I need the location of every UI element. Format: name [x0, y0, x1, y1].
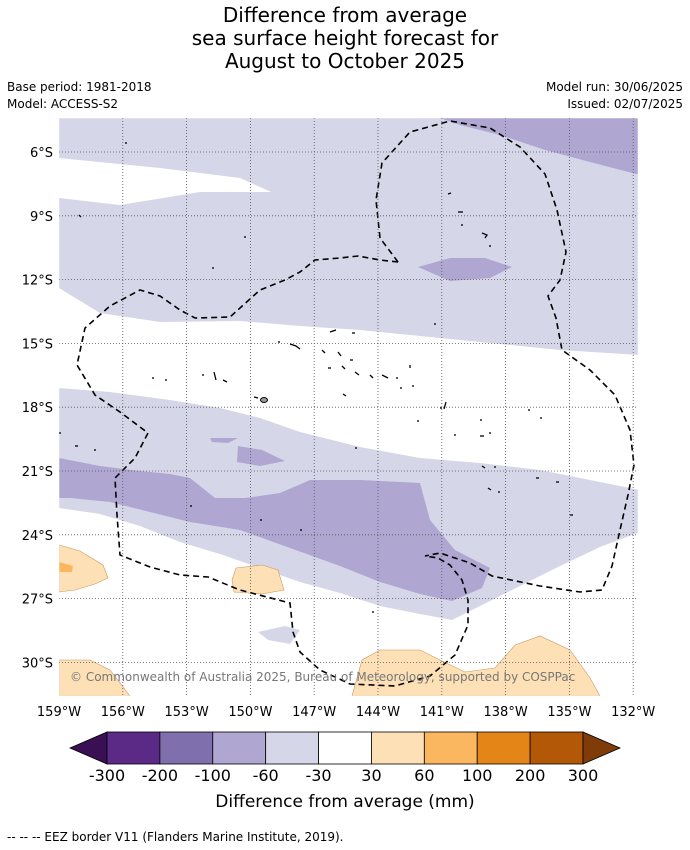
longitude-label: 141°W — [420, 705, 464, 720]
colorbar-tick-label: 30 — [361, 766, 382, 785]
info-right: Model run: 30/06/2025 Issued: 02/07/2025 — [546, 79, 683, 113]
latitude-label: 21°S — [22, 465, 53, 480]
latitude-label: 24°S — [22, 529, 53, 544]
longitude-label: 144°W — [356, 705, 400, 720]
colorbar-tick-label: 60 — [414, 766, 435, 785]
colorbar-title: Difference from average (mm) — [215, 792, 475, 812]
colorbar-segment — [212, 731, 267, 765]
colorbar-extend-low — [68, 731, 108, 765]
colorbar-segment — [423, 731, 478, 765]
anomaly-band-south-dark — [59, 458, 490, 601]
title-line-1: Difference from average — [222, 3, 468, 27]
chart-title: Difference from average sea surface heig… — [0, 4, 690, 73]
colorbar-tick-label: 100 — [461, 766, 493, 785]
longitude-label: 132°W — [611, 705, 655, 720]
colorbar-tick-label: 200 — [514, 766, 546, 785]
eez-border-north — [375, 120, 635, 593]
latitude-labels: 6°S 9°S 12°S 15°S 18°S 21°S 24°S 27°S 30°S — [22, 146, 53, 671]
island-larger — [260, 397, 268, 403]
colorbar-segment — [529, 731, 584, 765]
colorbar-segment — [476, 731, 531, 765]
latitude-label: 15°S — [22, 337, 53, 352]
longitude-label: 138°W — [484, 705, 528, 720]
colorbar-tick-label: -200 — [141, 766, 179, 785]
colorbar-segment — [318, 731, 372, 765]
positive-patch-center — [231, 564, 285, 595]
colorbar-segment — [106, 731, 161, 765]
longitude-label: 153°W — [165, 705, 209, 720]
map-frame — [58, 117, 639, 697]
issued-date: Issued: 02/07/2025 — [567, 97, 683, 111]
longitude-label: 156°W — [101, 705, 145, 720]
eez-border-central — [76, 255, 469, 687]
colorbar-tick-label: -30 — [305, 766, 332, 785]
longitude-label: 150°W — [228, 705, 272, 720]
positive-patch-west — [59, 544, 109, 593]
island-speck — [253, 396, 259, 399]
base-period: Base period: 1981-2018 — [7, 80, 152, 94]
copyright-text: © Commonwealth of Australia 2025, Bureau… — [70, 670, 575, 684]
eez-borders — [76, 120, 635, 687]
anomaly-band-north — [59, 118, 638, 355]
latitude-label: 27°S — [22, 593, 53, 608]
latitude-label: 18°S — [22, 401, 53, 416]
colorbar-segment — [265, 731, 319, 765]
positive-patch-southeast — [351, 635, 601, 696]
anomaly-patch-20s — [237, 446, 285, 466]
colorbar — [68, 731, 622, 765]
longitude-label: 147°W — [292, 705, 336, 720]
colorbar-tick-label: -100 — [194, 766, 231, 785]
latitude-label: 30°S — [22, 656, 53, 671]
colorbar-segment — [371, 731, 425, 765]
positive-patch-south — [59, 659, 131, 696]
colorbar-segment — [159, 731, 214, 765]
title-line-3: August to October 2025 — [224, 49, 466, 73]
latitude-label: 9°S — [30, 210, 53, 225]
info-left: Base period: 1981-2018 Model: ACCESS-S2 — [7, 79, 152, 113]
latitude-label: 12°S — [22, 274, 53, 289]
positive-patch-west-core — [59, 562, 73, 572]
longitude-label: 135°W — [547, 705, 591, 720]
anomaly-patch-11s — [418, 258, 512, 281]
longitude-label: 159°W — [37, 705, 81, 720]
anomaly-patch-northeast — [440, 118, 638, 175]
latitude-label: 6°S — [30, 146, 53, 161]
longitude-labels: 159°W 156°W 153°W 150°W 147°W 144°W 141°W 138°W… — [37, 705, 656, 720]
anomaly-patch-19s — [210, 438, 238, 443]
anomaly-patch-28s — [258, 626, 300, 644]
eez-legend-note: -- -- -- EEZ border V11 (Flanders Marine… — [7, 830, 344, 844]
colorbar-tick-label: -60 — [252, 766, 279, 785]
colorbar-extend-high — [582, 731, 622, 765]
colorbar-tick-label: 300 — [567, 766, 599, 785]
title-line-2: sea surface height forecast for — [191, 26, 499, 50]
colorbar-tick-label: -300 — [88, 766, 126, 785]
gridlines — [59, 118, 638, 696]
model-run: Model run: 30/06/2025 — [545, 80, 683, 94]
model-name: Model: ACCESS-S2 — [7, 97, 119, 111]
